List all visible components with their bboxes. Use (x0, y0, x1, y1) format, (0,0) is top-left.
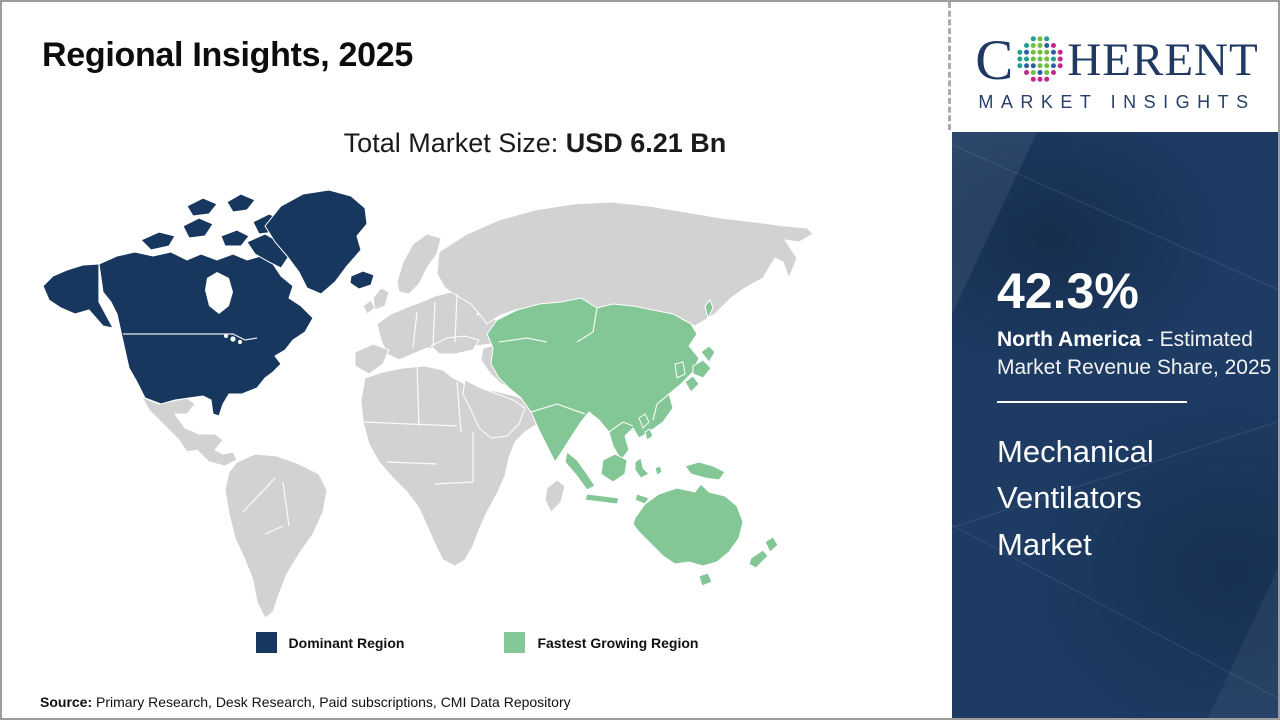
world-map-svg (42, 189, 814, 619)
market-share-description: North America - Estimated Market Revenue… (997, 326, 1278, 383)
legend-item-fastest: Fastest Growing Region (504, 632, 698, 653)
right-sidebar: 42.3% North America - Estimated Market R… (952, 132, 1278, 718)
logo-subtitle: MARKET INSIGHTS (978, 91, 1256, 112)
market-share-region: North America (997, 328, 1141, 351)
market-share-value: 42.3% (997, 263, 1139, 319)
page-title: Regional Insights, 2025 (42, 36, 413, 74)
source-line: Source: Primary Research, Desk Research,… (40, 694, 571, 710)
sidebar-content: 42.3% North America - Estimated Market R… (952, 132, 1278, 568)
fastest-growing-region-swatch (504, 632, 526, 653)
dominant-region-swatch (255, 632, 277, 653)
world-map (37, 182, 887, 627)
map-fastest-growing-region-asia-pacific (486, 297, 779, 587)
source-text: Primary Research, Desk Research, Paid su… (92, 694, 571, 710)
logo-dotted-globe-icon (1017, 36, 1064, 82)
total-market-size: Total Market Size: USD 6.21 Bn (60, 128, 1010, 159)
dashed-separator (948, 2, 951, 130)
coherent-market-insights-logo: C HERENT MARKET INSIGHTS (952, 18, 1278, 126)
dominant-region-label: Dominant Region (288, 634, 405, 651)
logo-letter-c: C (975, 28, 1014, 92)
legend-item-dominant: Dominant Region (255, 632, 405, 653)
market-share-rest: - Estimated Market Revenue Share, 2025 (997, 328, 1272, 380)
logo-letters-rest: HERENT (1067, 33, 1259, 86)
sidebar-divider (997, 400, 1187, 403)
map-legend: Dominant Region Fastest Growing Region (2, 632, 952, 653)
market-name: Mechanical Ventilators Market (997, 433, 1154, 562)
fastest-growing-region-label: Fastest Growing Region (537, 634, 699, 651)
source-label: Source: (40, 694, 93, 710)
map-dominant-region-north-america (42, 189, 375, 417)
logo-wordmark: C HERENT (975, 32, 1258, 89)
total-market-size-value: USD 6.21 Bn (565, 128, 727, 158)
total-market-size-label: Total Market Size: (343, 128, 566, 158)
map-neutral-regions (140, 201, 814, 619)
